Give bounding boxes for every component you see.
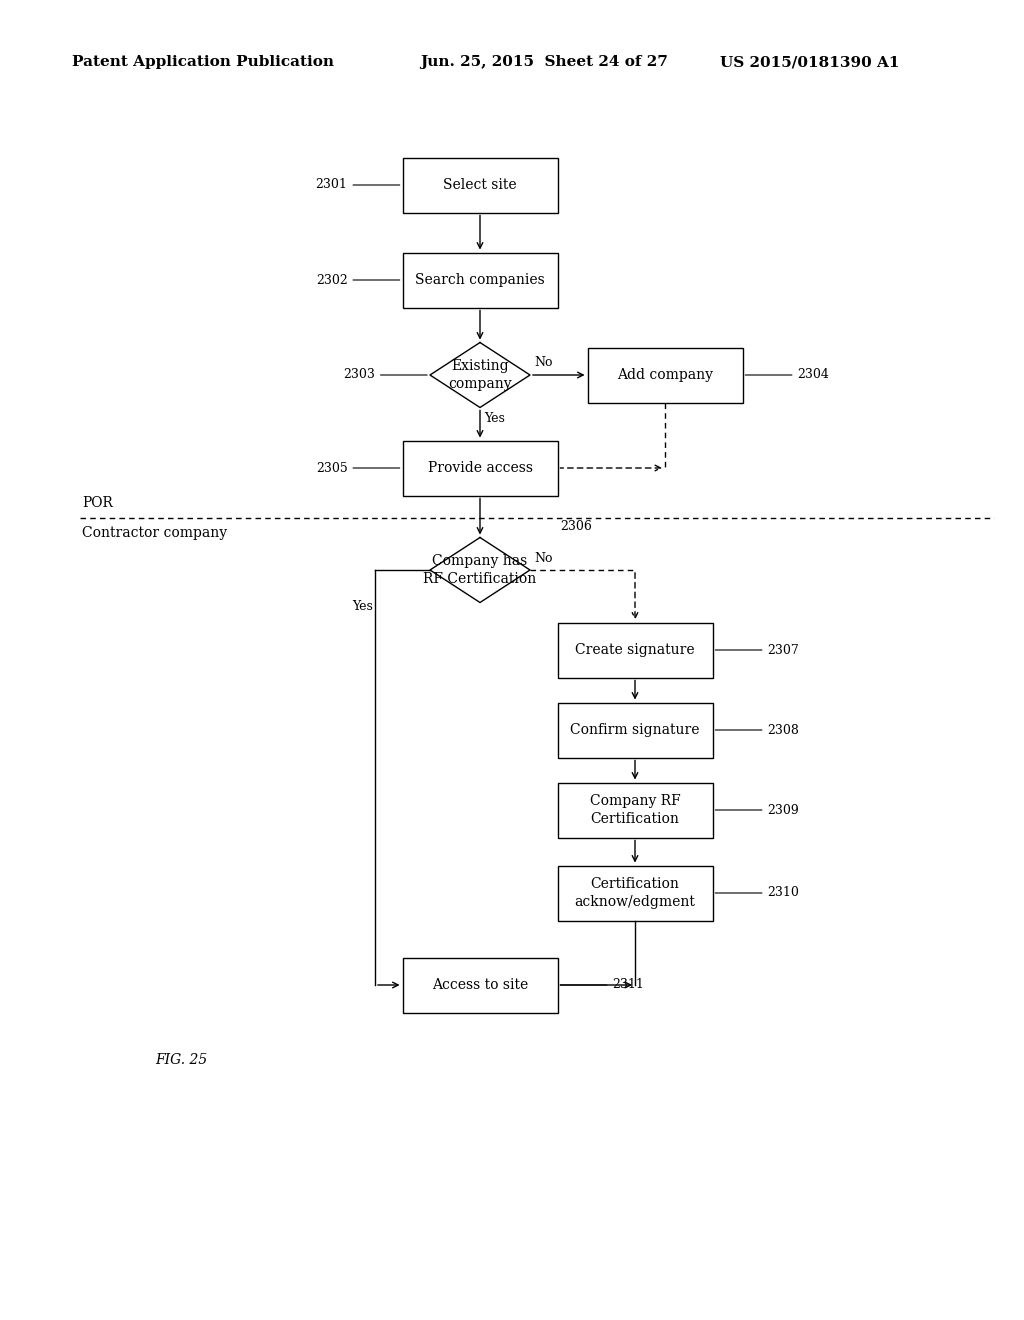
Text: FIG. 25: FIG. 25 [155,1053,207,1067]
Text: Select site: Select site [443,178,517,191]
Polygon shape [430,537,530,602]
Bar [557,866,713,920]
Text: 2311: 2311 [560,978,644,991]
Text: Provide access: Provide access [427,461,532,475]
Polygon shape [430,342,530,408]
Bar [557,702,713,758]
Text: Jun. 25, 2015  Sheet 24 of 27: Jun. 25, 2015 Sheet 24 of 27 [420,55,668,69]
Text: Company RF
Certification: Company RF Certification [590,795,680,825]
Text: Confirm signature: Confirm signature [570,723,699,737]
Text: Existing
company: Existing company [449,359,512,391]
Text: Access to site: Access to site [432,978,528,993]
Text: 2309: 2309 [716,804,800,817]
Text: 2308: 2308 [716,723,800,737]
Bar [402,957,557,1012]
Text: Certification
acknow/edgment: Certification acknow/edgment [574,878,695,908]
Text: 2306: 2306 [560,520,592,532]
Text: 2305: 2305 [315,462,399,474]
Text: Yes: Yes [352,601,373,612]
Text: Yes: Yes [484,412,505,425]
Text: No: No [534,356,553,370]
Bar [588,347,742,403]
Text: Create signature: Create signature [575,643,695,657]
Text: US 2015/0181390 A1: US 2015/0181390 A1 [720,55,899,69]
Text: Contractor company: Contractor company [82,525,227,540]
Bar [402,157,557,213]
Bar [402,252,557,308]
Bar [402,441,557,495]
Text: 2304: 2304 [745,368,829,381]
Text: 2303: 2303 [343,368,427,381]
Text: POR: POR [82,496,113,510]
Text: Company has
RF Certification: Company has RF Certification [423,554,537,586]
Text: Patent Application Publication: Patent Application Publication [72,55,334,69]
Bar [557,623,713,677]
Bar [557,783,713,837]
Text: 2301: 2301 [315,178,399,191]
Text: 2307: 2307 [716,644,800,656]
Text: Search companies: Search companies [415,273,545,286]
Text: 2302: 2302 [315,273,399,286]
Text: 2310: 2310 [716,887,800,899]
Text: Add company: Add company [617,368,713,381]
Text: No: No [534,552,553,565]
